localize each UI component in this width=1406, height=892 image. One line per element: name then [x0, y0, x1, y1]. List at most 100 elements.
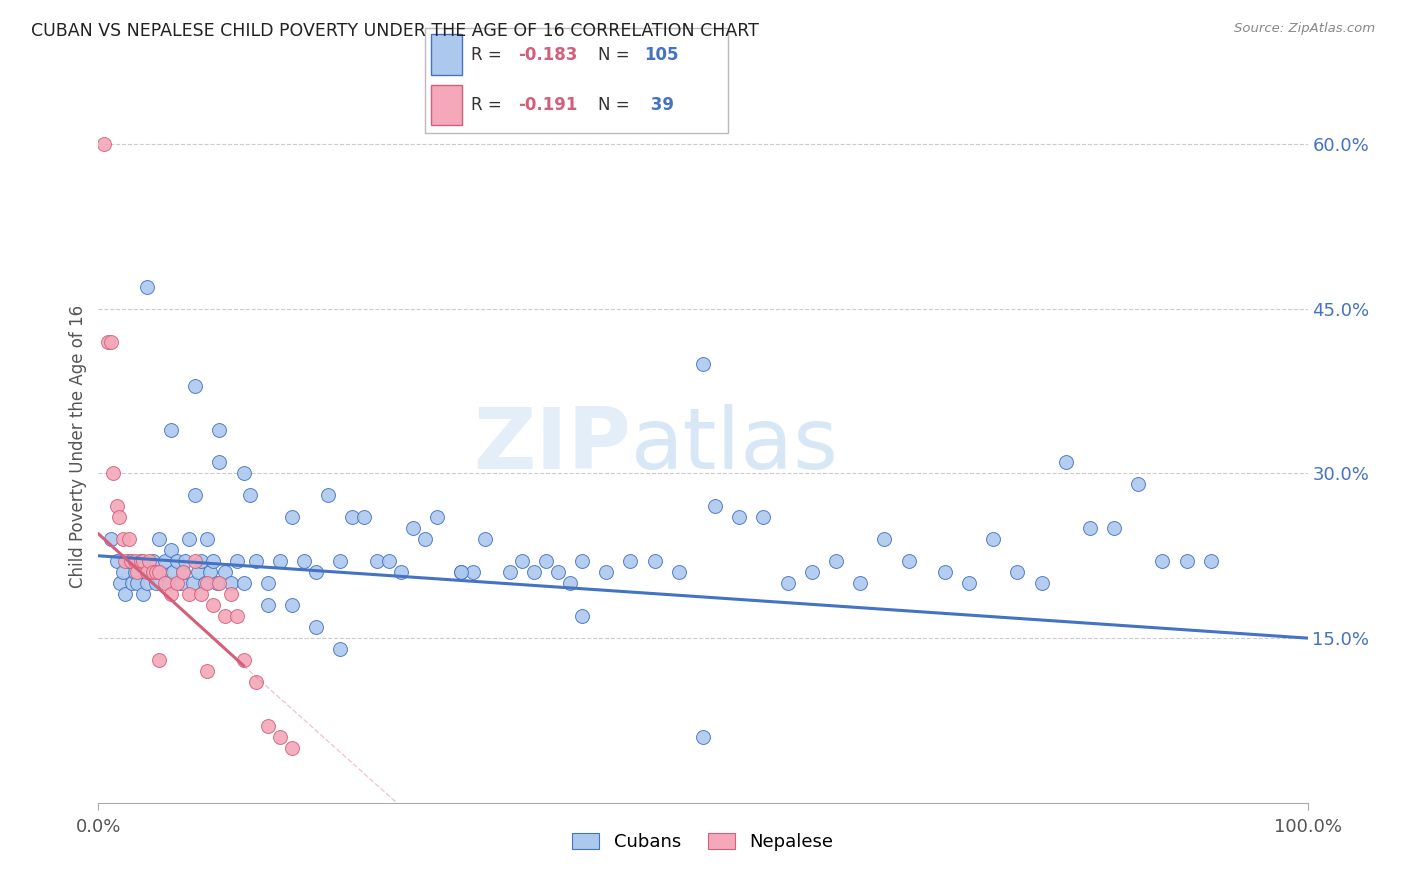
Point	[239, 488, 262, 502]
Point	[644, 554, 666, 568]
Point	[184, 488, 207, 502]
Point	[208, 423, 231, 437]
Point	[232, 576, 254, 591]
Point	[153, 576, 176, 591]
Point	[558, 576, 581, 591]
Point	[174, 554, 197, 568]
Text: 39: 39	[644, 96, 673, 114]
Point	[195, 533, 218, 547]
Point	[1199, 554, 1222, 568]
Point	[198, 566, 221, 580]
Point	[595, 566, 617, 580]
Point	[124, 554, 146, 568]
Point	[195, 664, 218, 678]
Point	[510, 554, 533, 568]
Point	[97, 334, 120, 349]
Point	[1054, 455, 1077, 469]
Point	[135, 576, 157, 591]
Point	[256, 719, 278, 733]
Point	[179, 533, 201, 547]
Point	[571, 609, 593, 624]
Point	[1175, 554, 1198, 568]
Point	[800, 566, 823, 580]
Point	[1152, 554, 1174, 568]
Point	[305, 566, 328, 580]
Point	[269, 554, 291, 568]
Text: -0.183: -0.183	[517, 45, 576, 63]
Point	[426, 510, 449, 524]
Point	[450, 566, 472, 580]
Point	[195, 576, 218, 591]
Point	[934, 566, 956, 580]
Point	[1128, 477, 1150, 491]
Point	[402, 521, 425, 535]
Point	[202, 554, 225, 568]
Point	[389, 566, 412, 580]
Point	[269, 730, 291, 744]
Text: 105: 105	[644, 45, 679, 63]
Point	[281, 598, 304, 612]
Point	[138, 554, 160, 568]
Point	[873, 533, 896, 547]
Point	[776, 576, 799, 591]
Point	[135, 280, 157, 294]
Point	[129, 554, 152, 568]
Point	[221, 587, 243, 601]
Point	[114, 554, 136, 568]
Point	[184, 554, 207, 568]
Point	[245, 675, 267, 690]
Point	[127, 576, 149, 591]
Point	[316, 488, 339, 502]
Point	[571, 554, 593, 568]
Point	[162, 566, 184, 580]
Point	[413, 533, 436, 547]
Bar	[432, 85, 463, 125]
Point	[100, 334, 122, 349]
Point	[232, 653, 254, 667]
Point	[1031, 576, 1053, 591]
Point	[342, 510, 364, 524]
Point	[169, 576, 191, 591]
Point	[1007, 566, 1029, 580]
Point	[353, 510, 375, 524]
Point	[190, 554, 212, 568]
Point	[221, 576, 243, 591]
Text: R =: R =	[471, 96, 508, 114]
Point	[148, 533, 170, 547]
Point	[100, 533, 122, 547]
Point	[534, 554, 557, 568]
Point	[1102, 521, 1125, 535]
Point	[1078, 521, 1101, 535]
Point	[245, 554, 267, 568]
Point	[523, 566, 546, 580]
Point	[121, 576, 143, 591]
Point	[160, 543, 183, 558]
Point	[329, 554, 352, 568]
Point	[214, 566, 236, 580]
Point	[202, 598, 225, 612]
Text: ZIP: ZIP	[472, 404, 630, 488]
Point	[105, 554, 128, 568]
Text: atlas: atlas	[630, 404, 838, 488]
Point	[111, 533, 134, 547]
Point	[132, 587, 155, 601]
Point	[450, 566, 472, 580]
Point	[148, 653, 170, 667]
Point	[547, 566, 569, 580]
Point	[692, 357, 714, 371]
Point	[329, 642, 352, 657]
Point	[135, 566, 157, 580]
Point	[108, 576, 131, 591]
Point	[281, 740, 304, 755]
Point	[114, 587, 136, 601]
Point	[226, 554, 249, 568]
Text: N =: N =	[598, 45, 636, 63]
Point	[160, 587, 183, 601]
Point	[127, 566, 149, 580]
Point	[752, 510, 775, 524]
Point	[366, 554, 388, 568]
Point	[101, 467, 124, 481]
Point	[150, 566, 173, 580]
Point	[172, 566, 194, 580]
Point	[281, 510, 304, 524]
